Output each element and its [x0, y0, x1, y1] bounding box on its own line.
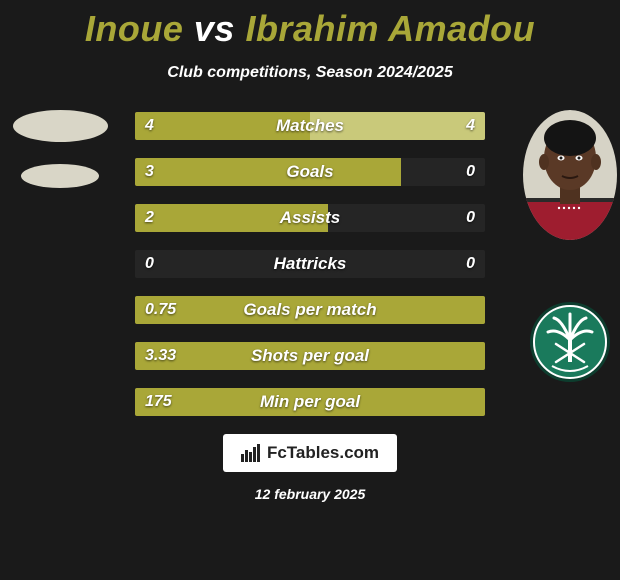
stats-container: Matches44Goals30Assists20Hattricks00Goal… — [135, 112, 485, 416]
brand-text: FcTables.com — [267, 443, 379, 463]
stat-left-value: 4 — [135, 112, 164, 140]
stat-right-value — [465, 388, 485, 416]
stat-row: Assists2 0 — [135, 204, 485, 232]
brand-bars-icon — [241, 444, 261, 462]
stat-row: Min per goal175 — [135, 388, 485, 416]
footer-date: 12 february 2025 — [0, 486, 620, 502]
stat-label: Goals per match — [135, 296, 485, 324]
footer: FcTables.com — [0, 434, 620, 472]
stat-label: Assists — [135, 204, 485, 232]
stat-label: Goals — [135, 158, 485, 186]
club2-badge-svg — [528, 300, 612, 384]
brand-box: FcTables.com — [223, 434, 397, 472]
stat-right-value: 4 — [456, 112, 485, 140]
stat-row: Goals3 0 — [135, 158, 485, 186]
stat-right-value — [465, 342, 485, 370]
stat-right-value: 0 — [456, 250, 485, 278]
player1-head-ellipse — [13, 110, 108, 142]
stat-row: Goals per match0.75 — [135, 296, 485, 324]
player2-club-badge — [520, 300, 620, 400]
stat-right-value: 0 — [456, 158, 485, 186]
stat-left-value: 0 — [135, 250, 164, 278]
stat-left-value: 2 — [135, 204, 164, 232]
stat-right-value — [465, 296, 485, 324]
player1-avatar — [10, 110, 110, 210]
stat-left-value: 3 — [135, 158, 164, 186]
stat-label: Hattricks — [135, 250, 485, 278]
stat-label: Min per goal — [135, 388, 485, 416]
stat-left-value: 0.75 — [135, 296, 186, 324]
title-vs: vs — [194, 8, 235, 49]
stat-row: Matches4 4 — [135, 112, 485, 140]
subtitle: Club competitions, Season 2024/2025 — [0, 64, 620, 82]
player2-avatar — [520, 110, 620, 210]
stat-right-value: 0 — [456, 204, 485, 232]
player2-photo-svg — [523, 110, 617, 240]
title-player2: Ibrahim Amadou — [245, 8, 535, 49]
stat-label: Matches — [135, 112, 485, 140]
player1-body-ellipse — [21, 164, 99, 188]
stat-row: Shots per goal3.33 — [135, 342, 485, 370]
title-player1: Inoue — [85, 8, 184, 49]
stat-left-value: 3.33 — [135, 342, 186, 370]
stat-left-value: 175 — [135, 388, 182, 416]
stat-label: Shots per goal — [135, 342, 485, 370]
stat-row: Hattricks0 0 — [135, 250, 485, 278]
